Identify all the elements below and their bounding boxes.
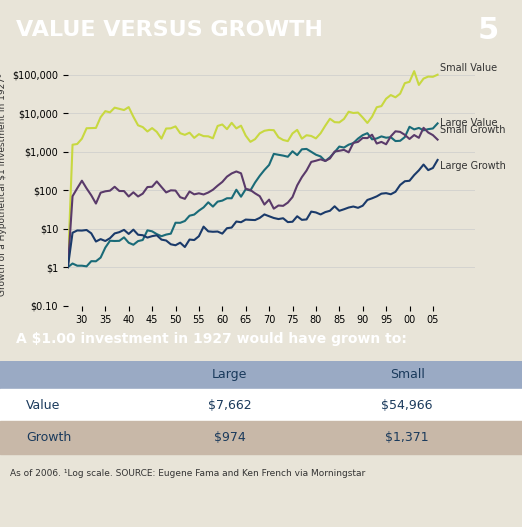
Bar: [0, 389, 522, 422]
Text: Growth: Growth: [26, 431, 72, 444]
Text: As of 2006. ¹Log scale. SOURCE: Eugene Fama and Ken French via Morningstar: As of 2006. ¹Log scale. SOURCE: Eugene F…: [10, 469, 366, 478]
Bar: [0, 422, 522, 454]
Text: $1,371: $1,371: [385, 431, 429, 444]
Text: Large Value: Large Value: [440, 119, 497, 129]
Text: 5: 5: [478, 16, 499, 45]
Y-axis label: Growth of a Hypothetical $1 Investment in 1927¹: Growth of a Hypothetical $1 Investment i…: [0, 73, 7, 296]
Text: Small Growth: Small Growth: [440, 125, 505, 135]
Bar: [0, 361, 522, 388]
Text: Large: Large: [212, 368, 247, 381]
Text: $7,662: $7,662: [208, 399, 252, 412]
Text: Value: Value: [26, 399, 61, 412]
Text: $54,966: $54,966: [382, 399, 433, 412]
Text: VALUE VERSUS GROWTH: VALUE VERSUS GROWTH: [16, 21, 323, 40]
Text: Large Growth: Large Growth: [440, 161, 506, 171]
Text: $974: $974: [214, 431, 245, 444]
Text: A $1.00 investment in 1927 would have grown to:: A $1.00 investment in 1927 would have gr…: [16, 331, 407, 346]
Text: Small Value: Small Value: [440, 63, 497, 73]
Text: Small: Small: [390, 368, 424, 381]
